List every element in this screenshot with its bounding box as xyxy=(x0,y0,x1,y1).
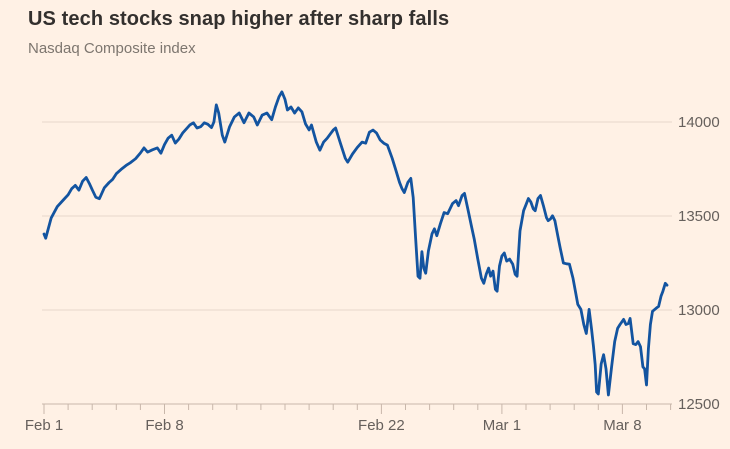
chart-title: US tech stocks snap higher after sharp f… xyxy=(28,8,450,30)
y-tick-label: 12500 xyxy=(678,396,720,413)
y-tick-label: 13000 xyxy=(678,302,720,319)
x-tick-label: Mar 8 xyxy=(603,417,641,434)
nasdaq-line-series xyxy=(42,90,669,397)
x-tick-label: Mar 1 xyxy=(483,417,521,434)
chart-subtitle: Nasdaq Composite index xyxy=(28,40,196,57)
x-tick-label: Feb 22 xyxy=(358,417,405,434)
x-tick-label: Feb 1 xyxy=(25,417,63,434)
x-tick-label: Feb 8 xyxy=(145,417,183,434)
y-tick-label: 13500 xyxy=(678,208,720,225)
chart-header: US tech stocks snap higher after sharp f… xyxy=(28,0,449,57)
y-tick-label: 14000 xyxy=(678,114,720,131)
